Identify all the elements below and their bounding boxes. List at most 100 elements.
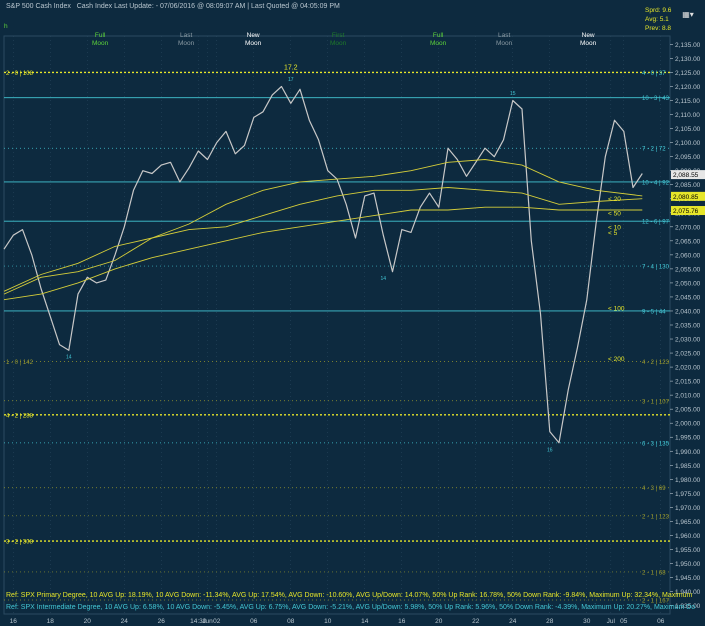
price-series <box>3 85 643 444</box>
wave-annotation: 16 <box>547 447 553 453</box>
level-label: 10 - 3 | 43 <box>642 96 670 102</box>
intermediate-degree-footer: Ref: SPX Intermediate Degree, 10 AVG Up:… <box>6 604 696 611</box>
y-tick-label: 2,100.00 <box>675 140 701 147</box>
moon-phase-4: First Moon <box>330 32 347 47</box>
plot-frame <box>3 35 671 615</box>
level-label: 2 - 1 | 123 <box>642 514 670 520</box>
x-tick-label: 08 <box>287 618 295 625</box>
wave-annotation: 14 <box>380 276 386 282</box>
price-tag-label: 2,075.76 <box>673 208 699 215</box>
price-tag-box <box>671 170 705 180</box>
y-tick-label: 2,095.00 <box>675 154 701 161</box>
price-tag-box <box>671 191 705 201</box>
moon-row-start: h <box>4 23 8 30</box>
y-tick-label: 2,120.00 <box>675 84 701 91</box>
y-tick-label: 1,970.00 <box>675 505 701 512</box>
chart-header: S&P 500 Cash Index Cash Index Last Updat… <box>6 3 340 10</box>
x-tick-label: 18 <box>47 618 55 625</box>
price-tag-label: 2,088.55 <box>673 172 699 179</box>
wave-annotation: 14 <box>66 355 72 361</box>
primary-degree-footer: Ref: SPX Primary Degree, 10 AVG Up: 18.1… <box>6 592 693 599</box>
y-tick-label: 2,130.00 <box>675 56 701 63</box>
y-tick-label: 1,960.00 <box>675 533 701 540</box>
moving-average-tag: < 20 <box>608 196 621 203</box>
x-tick-label: 10 <box>324 618 332 625</box>
menu-icon[interactable]: ▦▾ <box>682 10 694 19</box>
instrument-title: S&P 500 Cash Index <box>6 3 71 10</box>
y-tick-label: 2,035.00 <box>675 323 701 330</box>
y-tick-label: 2,070.00 <box>675 224 701 231</box>
moon-phase-6: Last Moon <box>496 32 513 47</box>
y-tick-label: 2,020.00 <box>675 365 701 372</box>
x-tick-label: 30 <box>583 618 591 625</box>
y-tick-label: 2,040.00 <box>675 308 701 315</box>
x-tick-label: 26 <box>158 618 166 625</box>
x-tick-label: 20 <box>84 618 92 625</box>
previous-stat: Prev: 8.8 <box>645 25 672 32</box>
level-label: 7 - 2 | 72 <box>642 147 666 153</box>
x-tick-label: 28 <box>546 618 554 625</box>
x-tick-label: 24 <box>121 618 129 625</box>
moving-average-tag: < 200 <box>608 356 625 363</box>
y-tick-label: 2,105.00 <box>675 126 701 133</box>
level-label: 2 - 1 | 68 <box>642 570 666 576</box>
y-tick-label: 1,980.00 <box>675 477 701 484</box>
level-label: 3 - 1 | 107 <box>642 399 670 405</box>
y-tick-label: 1,940.00 <box>675 589 701 596</box>
level-label: 9 - 5 | 44 <box>642 309 666 315</box>
y-tick-label: 1,975.00 <box>675 491 701 498</box>
moon-phase-2: Last Moon <box>178 32 195 47</box>
x-tick-label: 16 <box>10 618 18 625</box>
level-label: 2 - 0 | 108 <box>6 71 34 77</box>
moving-average-series <box>3 187 643 292</box>
y-tick-label: 2,125.00 <box>675 70 701 77</box>
y-tick-label: 2,045.00 <box>675 294 701 301</box>
level-label: 4 - 2 | 288 <box>6 413 34 419</box>
moving-average-tag: < 5 <box>608 230 618 237</box>
y-tick-label: 2,005.00 <box>675 407 701 414</box>
y-tick-label: 1,955.00 <box>675 547 701 554</box>
average-stat: Avg: 5.1 <box>645 16 669 23</box>
update-info: Cash Index Last Update: - 07/06/2016 @ 0… <box>76 3 340 10</box>
spread-stat: Sprd: 9.6 <box>645 7 672 14</box>
moving-average-tag: < 100 <box>608 306 625 313</box>
y-tick-label: 2,025.00 <box>675 351 701 358</box>
y-tick-label: 1,995.00 <box>675 435 701 442</box>
wave-annotation: 17.2 <box>284 65 298 72</box>
level-label: 10 - 4 | 92 <box>642 180 670 186</box>
wave-annotation: 15 <box>510 91 516 97</box>
x-tick-label: 14 <box>361 618 369 625</box>
moon-phase-5: Full Moon <box>430 32 447 47</box>
y-tick-label: 2,115.00 <box>675 98 700 105</box>
y-tick-label: 2,015.00 <box>675 379 701 386</box>
level-label: 12 - 6 | 97 <box>642 220 670 226</box>
y-tick-label: 2,055.00 <box>675 266 701 273</box>
level-label: 4 - 0 | 37 <box>642 71 666 77</box>
x-tick-label: 22 <box>472 618 480 625</box>
moving-average-series <box>3 159 643 295</box>
moving-average-tag: < 50 <box>608 210 621 217</box>
level-label: 3 - 2 | 308 <box>6 540 34 546</box>
y-tick-label: 2,135.00 <box>675 42 701 49</box>
y-tick-label: 2,110.00 <box>675 112 700 119</box>
x-tick-label: Jun <box>202 618 213 625</box>
y-tick-label: 2,065.00 <box>675 238 701 245</box>
x-tick-label: 20 <box>435 618 443 625</box>
x-tick-label: 06 <box>250 618 258 625</box>
wave-annotation: 17 <box>288 77 294 83</box>
moon-phase-1: Full Moon <box>92 32 109 47</box>
x-tick-label: 02 <box>213 618 221 625</box>
y-tick-label: 2,050.00 <box>675 280 701 287</box>
y-tick-label: 1,985.00 <box>675 463 701 470</box>
y-tick-label: 1,990.00 <box>675 449 701 456</box>
level-label: 6 - 3 | 135 <box>642 441 670 447</box>
x-tick-label: 06 <box>657 618 665 625</box>
x-tick-label: Jul <box>607 618 616 625</box>
y-tick-label: 2,030.00 <box>675 337 701 344</box>
y-tick-label: 2,010.00 <box>675 393 701 400</box>
level-label: 4 - 3 | 69 <box>642 486 666 492</box>
moon-phase-7: New Moon <box>580 32 597 47</box>
y-tick-label: 1,945.00 <box>675 575 701 582</box>
